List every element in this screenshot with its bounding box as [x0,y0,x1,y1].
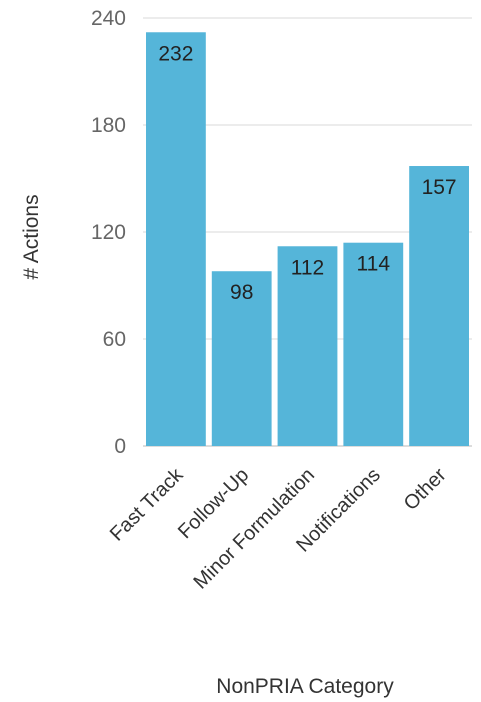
data-label: 232 [158,42,193,65]
bars [146,32,469,447]
data-label: 98 [230,281,253,304]
y-tick-label: 240 [91,7,126,30]
bar [409,166,469,446]
y-tick-label: 120 [91,221,126,244]
bar [211,271,272,446]
x-tick-label: Other [400,464,451,515]
bar [343,242,404,446]
y-axis-ticks: 0 60 120 180 240 [91,7,126,458]
bar [277,246,338,446]
data-label: 112 [291,256,324,279]
y-tick-label: 0 [114,435,126,458]
x-axis-title: NonPRIA Category [216,675,394,698]
data-label: 157 [422,176,457,199]
data-labels: 232 98 112 114 157 [158,42,456,304]
y-tick-label: 180 [91,114,126,137]
x-tick-label: Fast Track [106,463,188,545]
bar [146,32,206,447]
y-axis-title: # Actions [20,194,43,279]
x-tick-label: Minor Formulation [190,464,320,594]
data-label: 114 [357,253,391,276]
y-tick-label: 60 [103,328,126,351]
